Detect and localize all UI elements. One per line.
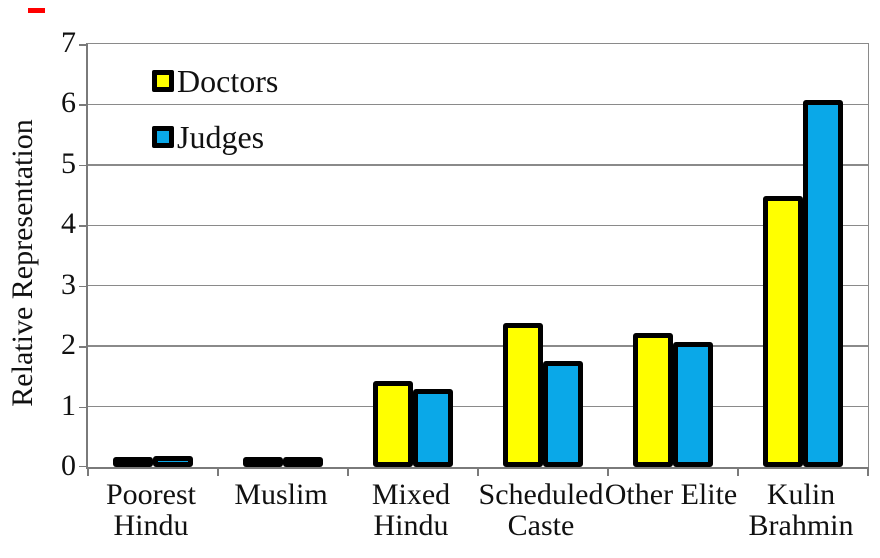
x-axis-tick <box>737 467 739 476</box>
y-axis-tick <box>79 104 86 106</box>
bar-doctors-other-elite <box>633 333 673 467</box>
y-axis-tick <box>79 164 86 167</box>
bar-doctors-mixed-hindu <box>373 381 413 467</box>
gridline-5 <box>88 164 868 166</box>
x-axis-tick <box>607 467 609 476</box>
x-axis-tick <box>217 467 219 476</box>
y-tick-label-5: 5 <box>61 146 76 180</box>
legend-item-doctors: Doctors <box>152 63 279 99</box>
x-axis-tick <box>477 467 479 476</box>
bar-judges-mixed-hindu <box>413 389 453 467</box>
y-axis-tick <box>79 465 86 467</box>
y-tick-label-7: 7 <box>61 26 76 59</box>
category-group-mixed-hindu <box>348 44 478 467</box>
y-axis-tick <box>79 406 86 409</box>
red-mark <box>28 8 45 13</box>
y-axis-tick <box>79 44 86 46</box>
legend-label-doctors: Doctors <box>177 63 279 99</box>
x-label-poorest-hindu: Poorest Hindu <box>106 478 196 542</box>
bar-judges-muslim <box>283 457 323 467</box>
judges-swatch-icon <box>152 126 174 148</box>
legend-label-judges: Judges <box>177 119 265 155</box>
x-axis-tick <box>347 467 349 476</box>
y-tick-label-4: 4 <box>61 207 76 241</box>
bar-judges-other-elite <box>673 342 713 467</box>
y-tick-label-0: 0 <box>61 449 76 482</box>
bar-judges-kulin-brahmin <box>803 100 843 467</box>
y-tick-label-6: 6 <box>61 86 76 120</box>
y-tick-label-3: 3 <box>61 267 76 301</box>
gridline-2 <box>88 345 868 347</box>
x-axis-tick <box>87 467 89 476</box>
category-group-other-elite <box>608 44 738 467</box>
legend: Doctors Judges <box>152 63 279 178</box>
y-axis-tick <box>79 346 86 348</box>
x-label-kulin-brahmin: Kulin Brahmin <box>748 478 854 542</box>
category-group-scheduled-caste <box>478 44 608 467</box>
x-axis-tick <box>867 467 869 476</box>
x-label-other-elite: Other Elite <box>604 478 738 511</box>
gridline-1 <box>88 405 868 408</box>
bar-doctors-kulin-brahmin <box>763 196 803 467</box>
category-group-muslim <box>218 44 348 467</box>
x-label-muslim: Muslim <box>234 478 328 511</box>
y-axis-tick <box>79 285 86 288</box>
gridline-4 <box>88 224 868 227</box>
doctors-swatch-icon <box>152 70 174 92</box>
bar-doctors-poorest-hindu <box>113 457 153 467</box>
y-tick-label-1: 1 <box>61 388 76 422</box>
bar-judges-scheduled-caste <box>543 361 583 467</box>
x-label-scheduled-caste: Scheduled Caste <box>478 478 604 542</box>
y-tick-label-2: 2 <box>61 328 76 362</box>
legend-item-judges: Judges <box>152 119 278 155</box>
y-axis-tick <box>79 225 86 227</box>
x-label-mixed-hindu: Mixed Hindu <box>371 478 451 542</box>
bar-doctors-scheduled-caste <box>503 323 543 467</box>
category-group-poorest-hindu <box>88 44 218 467</box>
category-group-kulin-brahmin <box>738 44 868 467</box>
gridline-3 <box>88 284 868 287</box>
bar-judges-poorest-hindu <box>153 456 193 467</box>
plot-area: Doctors Judges <box>79 43 869 476</box>
gridline-6 <box>88 103 868 106</box>
bar-doctors-muslim <box>243 457 283 467</box>
